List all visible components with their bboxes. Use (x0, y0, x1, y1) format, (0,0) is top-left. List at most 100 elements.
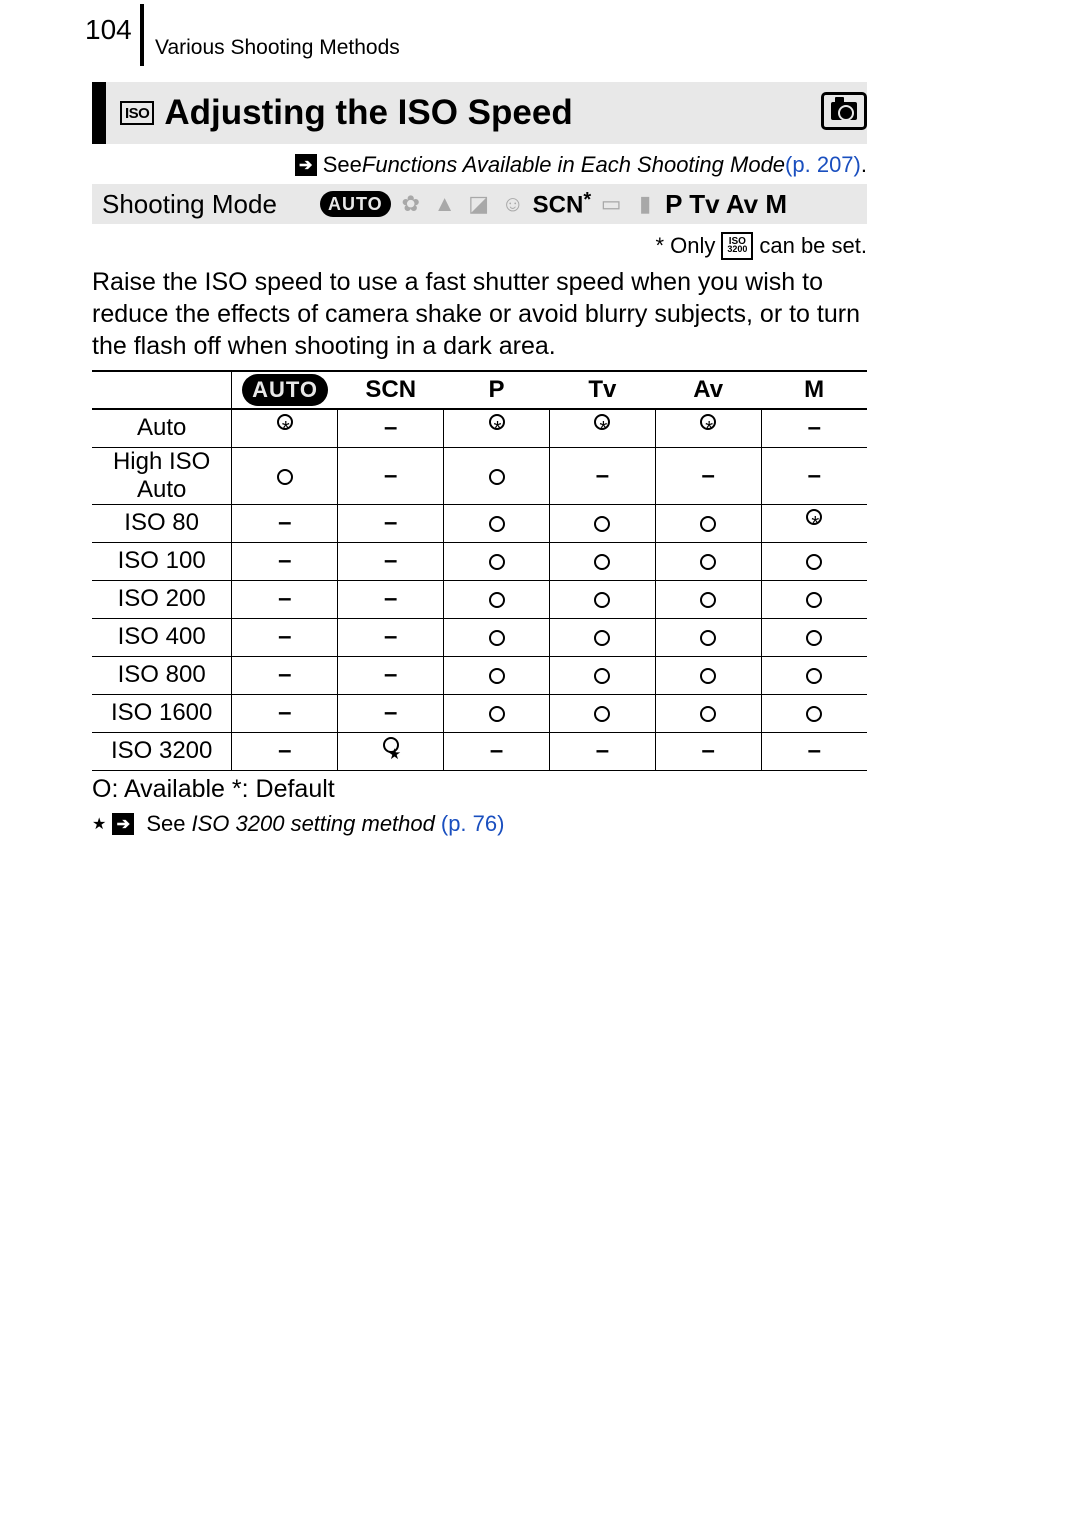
table-cell: – (549, 447, 655, 504)
table-cell (549, 580, 655, 618)
page-number-wrap: 104 (85, 14, 132, 46)
table-cell: – (232, 694, 338, 732)
section-name: Various Shooting Methods (155, 36, 400, 60)
row-label: ISO 400 (92, 618, 232, 656)
table-cell: – (338, 580, 444, 618)
title-bar: ISO Adjusting the ISO Speed (92, 82, 867, 144)
see-dot: . (861, 152, 867, 178)
table-cell (232, 447, 338, 504)
see-link-text: Functions Available in Each Shooting Mod… (362, 152, 785, 178)
see-reference: ➔ See Functions Available in Each Shooti… (295, 152, 867, 178)
table-cell: – (338, 656, 444, 694)
iso-icon: ISO (120, 101, 154, 125)
table-cell (761, 694, 867, 732)
arrow-icon: ➔ (112, 813, 134, 835)
table-cell: – (655, 447, 761, 504)
table-cell (761, 618, 867, 656)
table-corner (92, 371, 232, 409)
table-cell (444, 409, 550, 447)
table-row: ISO 100–– (92, 542, 867, 580)
table-cell: – (655, 732, 761, 770)
table-cell: – (761, 732, 867, 770)
ptvavm-modes: P Tv Av M (665, 189, 787, 220)
arrow-icon: ➔ (295, 154, 317, 176)
camera-mode-icon (821, 92, 867, 130)
shooting-mode-icons: AUTO ✿ ▲ ◪ ☺ SCN* ▭ ▮ P Tv Av M (320, 189, 867, 220)
table-cell (761, 504, 867, 542)
table-cell (655, 542, 761, 580)
table-row: ISO 1600–– (92, 694, 867, 732)
page-number: 104 (85, 14, 132, 46)
page-number-divider (140, 4, 144, 66)
table-cell (444, 542, 550, 580)
table-row: ISO 200–– (92, 580, 867, 618)
table-cell: – (232, 618, 338, 656)
table-cell (761, 542, 867, 580)
row-label: ISO 200 (92, 580, 232, 618)
only-prefix: * Only (655, 233, 715, 259)
table-cell (338, 732, 444, 770)
table-cell: – (232, 504, 338, 542)
table-cell (444, 618, 550, 656)
row-label: ISO 80 (92, 504, 232, 542)
legend2-link-text: ISO 3200 setting method (192, 811, 435, 837)
row-label: ISO 800 (92, 656, 232, 694)
table-cell (655, 409, 761, 447)
table-header-row: AUTO SCN P Tv Av M (92, 371, 867, 409)
table-cell: – (232, 542, 338, 580)
table-row: ISO 400–– (92, 618, 867, 656)
table-cell: – (761, 447, 867, 504)
night-mode-icon: ◪ (465, 191, 493, 217)
row-label: High ISOAuto (92, 447, 232, 504)
col-p: P (444, 371, 550, 409)
iso3200-icon: ISO 3200 (721, 232, 753, 260)
scn-mode-label: SCN* (533, 189, 591, 219)
table-cell (444, 694, 550, 732)
col-av: Av (655, 371, 761, 409)
table-cell (549, 694, 655, 732)
row-label: Auto (92, 409, 232, 447)
row-label: ISO 1600 (92, 694, 232, 732)
table-cell (444, 504, 550, 542)
only-iso3200-note: * Only ISO 3200 can be set. (655, 232, 867, 260)
table-cell (655, 580, 761, 618)
shooting-mode-row: Shooting Mode AUTO ✿ ▲ ◪ ☺ SCN* ▭ ▮ P Tv… (92, 184, 867, 224)
table-cell: – (232, 580, 338, 618)
table-row: ISO 3200––––– (92, 732, 867, 770)
row-label: ISO 100 (92, 542, 232, 580)
table-cell: – (338, 694, 444, 732)
iso-availability-table: AUTO SCN P Tv Av M Auto––High ISOAuto–––… (92, 370, 867, 771)
table-row: High ISOAuto–––– (92, 447, 867, 504)
filled-star-icon: ★ (92, 814, 106, 834)
table-cell (655, 656, 761, 694)
table-cell (549, 409, 655, 447)
legend-iso3200-ref: ★ ➔ See ISO 3200 setting method (p. 76) (92, 811, 504, 837)
table-cell (761, 656, 867, 694)
col-scn: SCN (338, 371, 444, 409)
see-page-ref[interactable]: (p. 207) (785, 152, 861, 178)
table-cell: – (338, 409, 444, 447)
intro-paragraph: Raise the ISO speed to use a fast shutte… (92, 266, 867, 362)
table-cell: – (444, 732, 550, 770)
table-cell: – (549, 732, 655, 770)
table-cell (655, 504, 761, 542)
table-cell (444, 580, 550, 618)
table-cell: – (338, 542, 444, 580)
table-row: ISO 80–– (92, 504, 867, 542)
page-header: 104 Various Shooting Methods (0, 14, 1080, 74)
col-tv: Tv (549, 371, 655, 409)
col-auto: AUTO (232, 371, 338, 409)
portrait-mode-icon: ✿ (397, 191, 425, 217)
legend2-page-ref[interactable]: (p. 76) (441, 811, 505, 837)
row-label: ISO 3200 (92, 732, 232, 770)
table-cell (549, 656, 655, 694)
table-cell: – (232, 656, 338, 694)
movie-mode-icon: ▮ (631, 191, 659, 217)
col-m: M (761, 371, 867, 409)
auto-pill-icon: AUTO (320, 191, 391, 217)
stitch-mode-icon: ▭ (597, 191, 625, 217)
table-cell (655, 618, 761, 656)
table-cell (655, 694, 761, 732)
table-cell (761, 580, 867, 618)
landscape-mode-icon: ▲ (431, 191, 459, 217)
